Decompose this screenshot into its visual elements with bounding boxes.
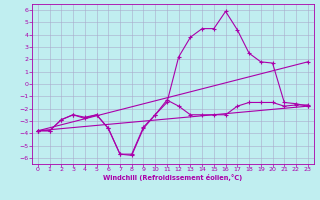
X-axis label: Windchill (Refroidissement éolien,°C): Windchill (Refroidissement éolien,°C)	[103, 174, 243, 181]
